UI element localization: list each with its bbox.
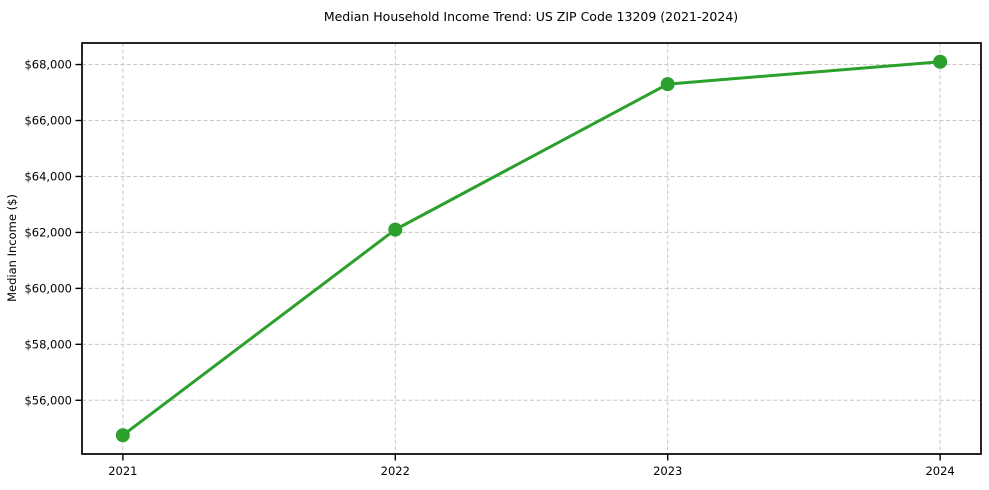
plot-border bbox=[81, 42, 982, 455]
y-tick-label: $58,000 bbox=[24, 337, 72, 351]
data-point-2023 bbox=[660, 77, 675, 92]
y-tick-label: $56,000 bbox=[24, 393, 72, 407]
data-point-2021 bbox=[115, 428, 130, 443]
y-axis-title: Median Income ($) bbox=[5, 194, 19, 302]
x-tick-label: 2023 bbox=[653, 464, 682, 478]
axes-ticks: $56,000 $58,000 $60,000 $62,000 $64,000 $66,0… bbox=[24, 58, 954, 478]
chart-title: Median Household Income Trend: US ZIP Co… bbox=[324, 9, 738, 24]
x-tick-label: 2024 bbox=[925, 464, 954, 478]
data-point-2024 bbox=[933, 54, 948, 69]
y-tick-label: $64,000 bbox=[24, 169, 72, 183]
trend-line bbox=[121, 60, 942, 437]
y-tick-label: $60,000 bbox=[24, 281, 72, 295]
x-tick-label: 2022 bbox=[381, 464, 410, 478]
data-point-2022 bbox=[388, 222, 403, 237]
data-series bbox=[115, 54, 948, 443]
gridlines bbox=[82, 43, 981, 454]
y-tick-label: $68,000 bbox=[24, 58, 72, 72]
y-tick-label: $66,000 bbox=[24, 113, 72, 127]
y-tick-label: $62,000 bbox=[24, 225, 72, 239]
x-tick-label: 2021 bbox=[108, 464, 137, 478]
